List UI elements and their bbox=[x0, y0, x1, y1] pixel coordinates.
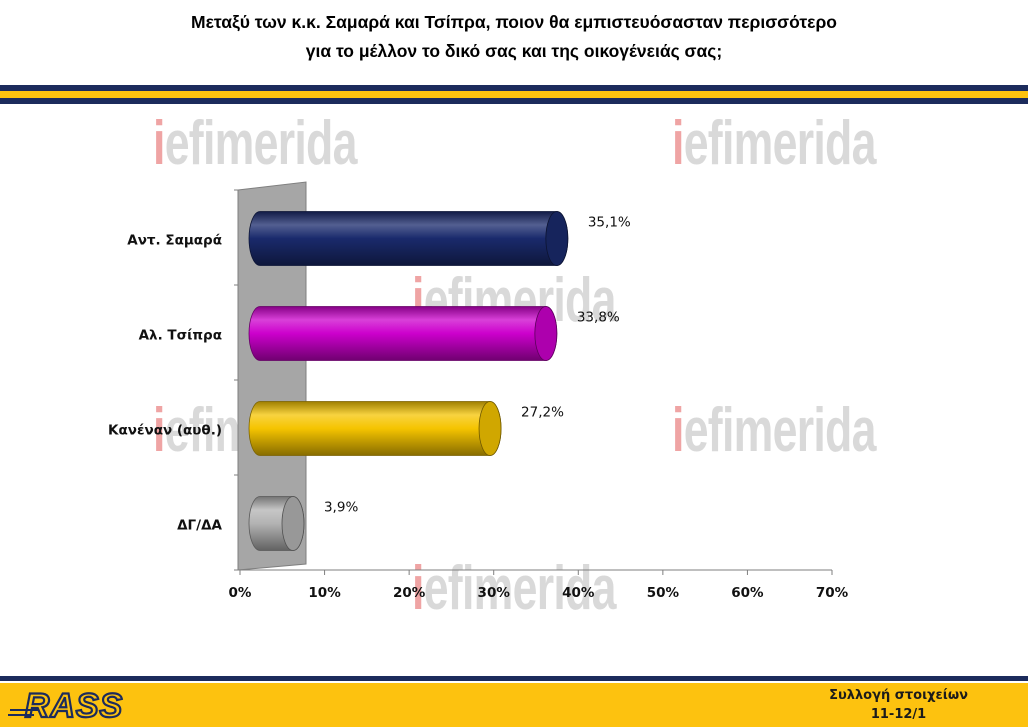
bar-end-cap bbox=[534, 306, 558, 361]
bar bbox=[248, 401, 502, 456]
footer-line-2: 11-12/1 bbox=[870, 707, 927, 722]
x-tick-label: 30% bbox=[478, 585, 511, 601]
bar bbox=[248, 211, 569, 266]
category-label: ΔΓ/ΔΑ bbox=[177, 518, 222, 534]
x-tick-label: 10% bbox=[308, 585, 341, 601]
rass-logo: RASS bbox=[8, 688, 123, 724]
bar-value-label: 27,2% bbox=[521, 405, 564, 421]
bar-value-label: 33,8% bbox=[577, 310, 620, 326]
title-line-1: Μεταξύ των κ.κ. Σαμαρά και Τσίπρα, ποιον… bbox=[191, 12, 837, 32]
watermark: iefimerida bbox=[672, 396, 876, 465]
category-label: Κανέναν (αυθ.) bbox=[108, 423, 222, 439]
bar-end-cap bbox=[281, 496, 305, 551]
bar-value-label: 3,9% bbox=[324, 500, 358, 516]
watermark: iefimerida bbox=[153, 109, 357, 178]
bar-end-cap bbox=[545, 211, 569, 266]
bar-chart: 0% 10% 20% 30% 40% 50% 60% 70% 35,1% Αντ. Σαμαρά 3… bbox=[108, 181, 849, 601]
footer-stripe-white bbox=[0, 681, 1028, 683]
x-tick-label: 50% bbox=[647, 585, 680, 601]
category-label: Αλ. Τσίπρα bbox=[139, 328, 222, 344]
svg-text:RASS: RASS bbox=[25, 688, 123, 724]
watermark: iefimerida bbox=[672, 109, 876, 178]
bar-value-label: 35,1% bbox=[588, 215, 631, 231]
footer-bar bbox=[0, 683, 1028, 727]
header-stripe-gold bbox=[0, 91, 1028, 98]
x-tick-label: 60% bbox=[731, 585, 764, 601]
header-stripe-navy-bottom bbox=[0, 98, 1028, 104]
x-tick-label: 40% bbox=[562, 585, 595, 601]
chart-title: Μεταξύ των κ.κ. Σαμαρά και Τσίπρα, ποιον… bbox=[0, 8, 1028, 66]
x-tick-label: 20% bbox=[393, 585, 426, 601]
x-tick-label: 70% bbox=[816, 585, 849, 601]
watermark: iefimerida bbox=[412, 554, 616, 623]
header-stripe-navy-top bbox=[0, 85, 1028, 91]
bar-end-cap bbox=[478, 401, 502, 456]
bar bbox=[248, 306, 558, 361]
category-label: Αντ. Σαμαρά bbox=[127, 233, 222, 249]
footer-data-collection: Συλλογή στοιχείων 11-12/1 bbox=[829, 686, 968, 724]
footer-stripe-navy bbox=[0, 676, 1028, 681]
title-line-2: για το μέλλον το δικό σας και της οικογέ… bbox=[305, 41, 723, 61]
x-tick-label: 0% bbox=[229, 585, 252, 601]
footer-line-1: Συλλογή στοιχείων bbox=[829, 688, 968, 703]
